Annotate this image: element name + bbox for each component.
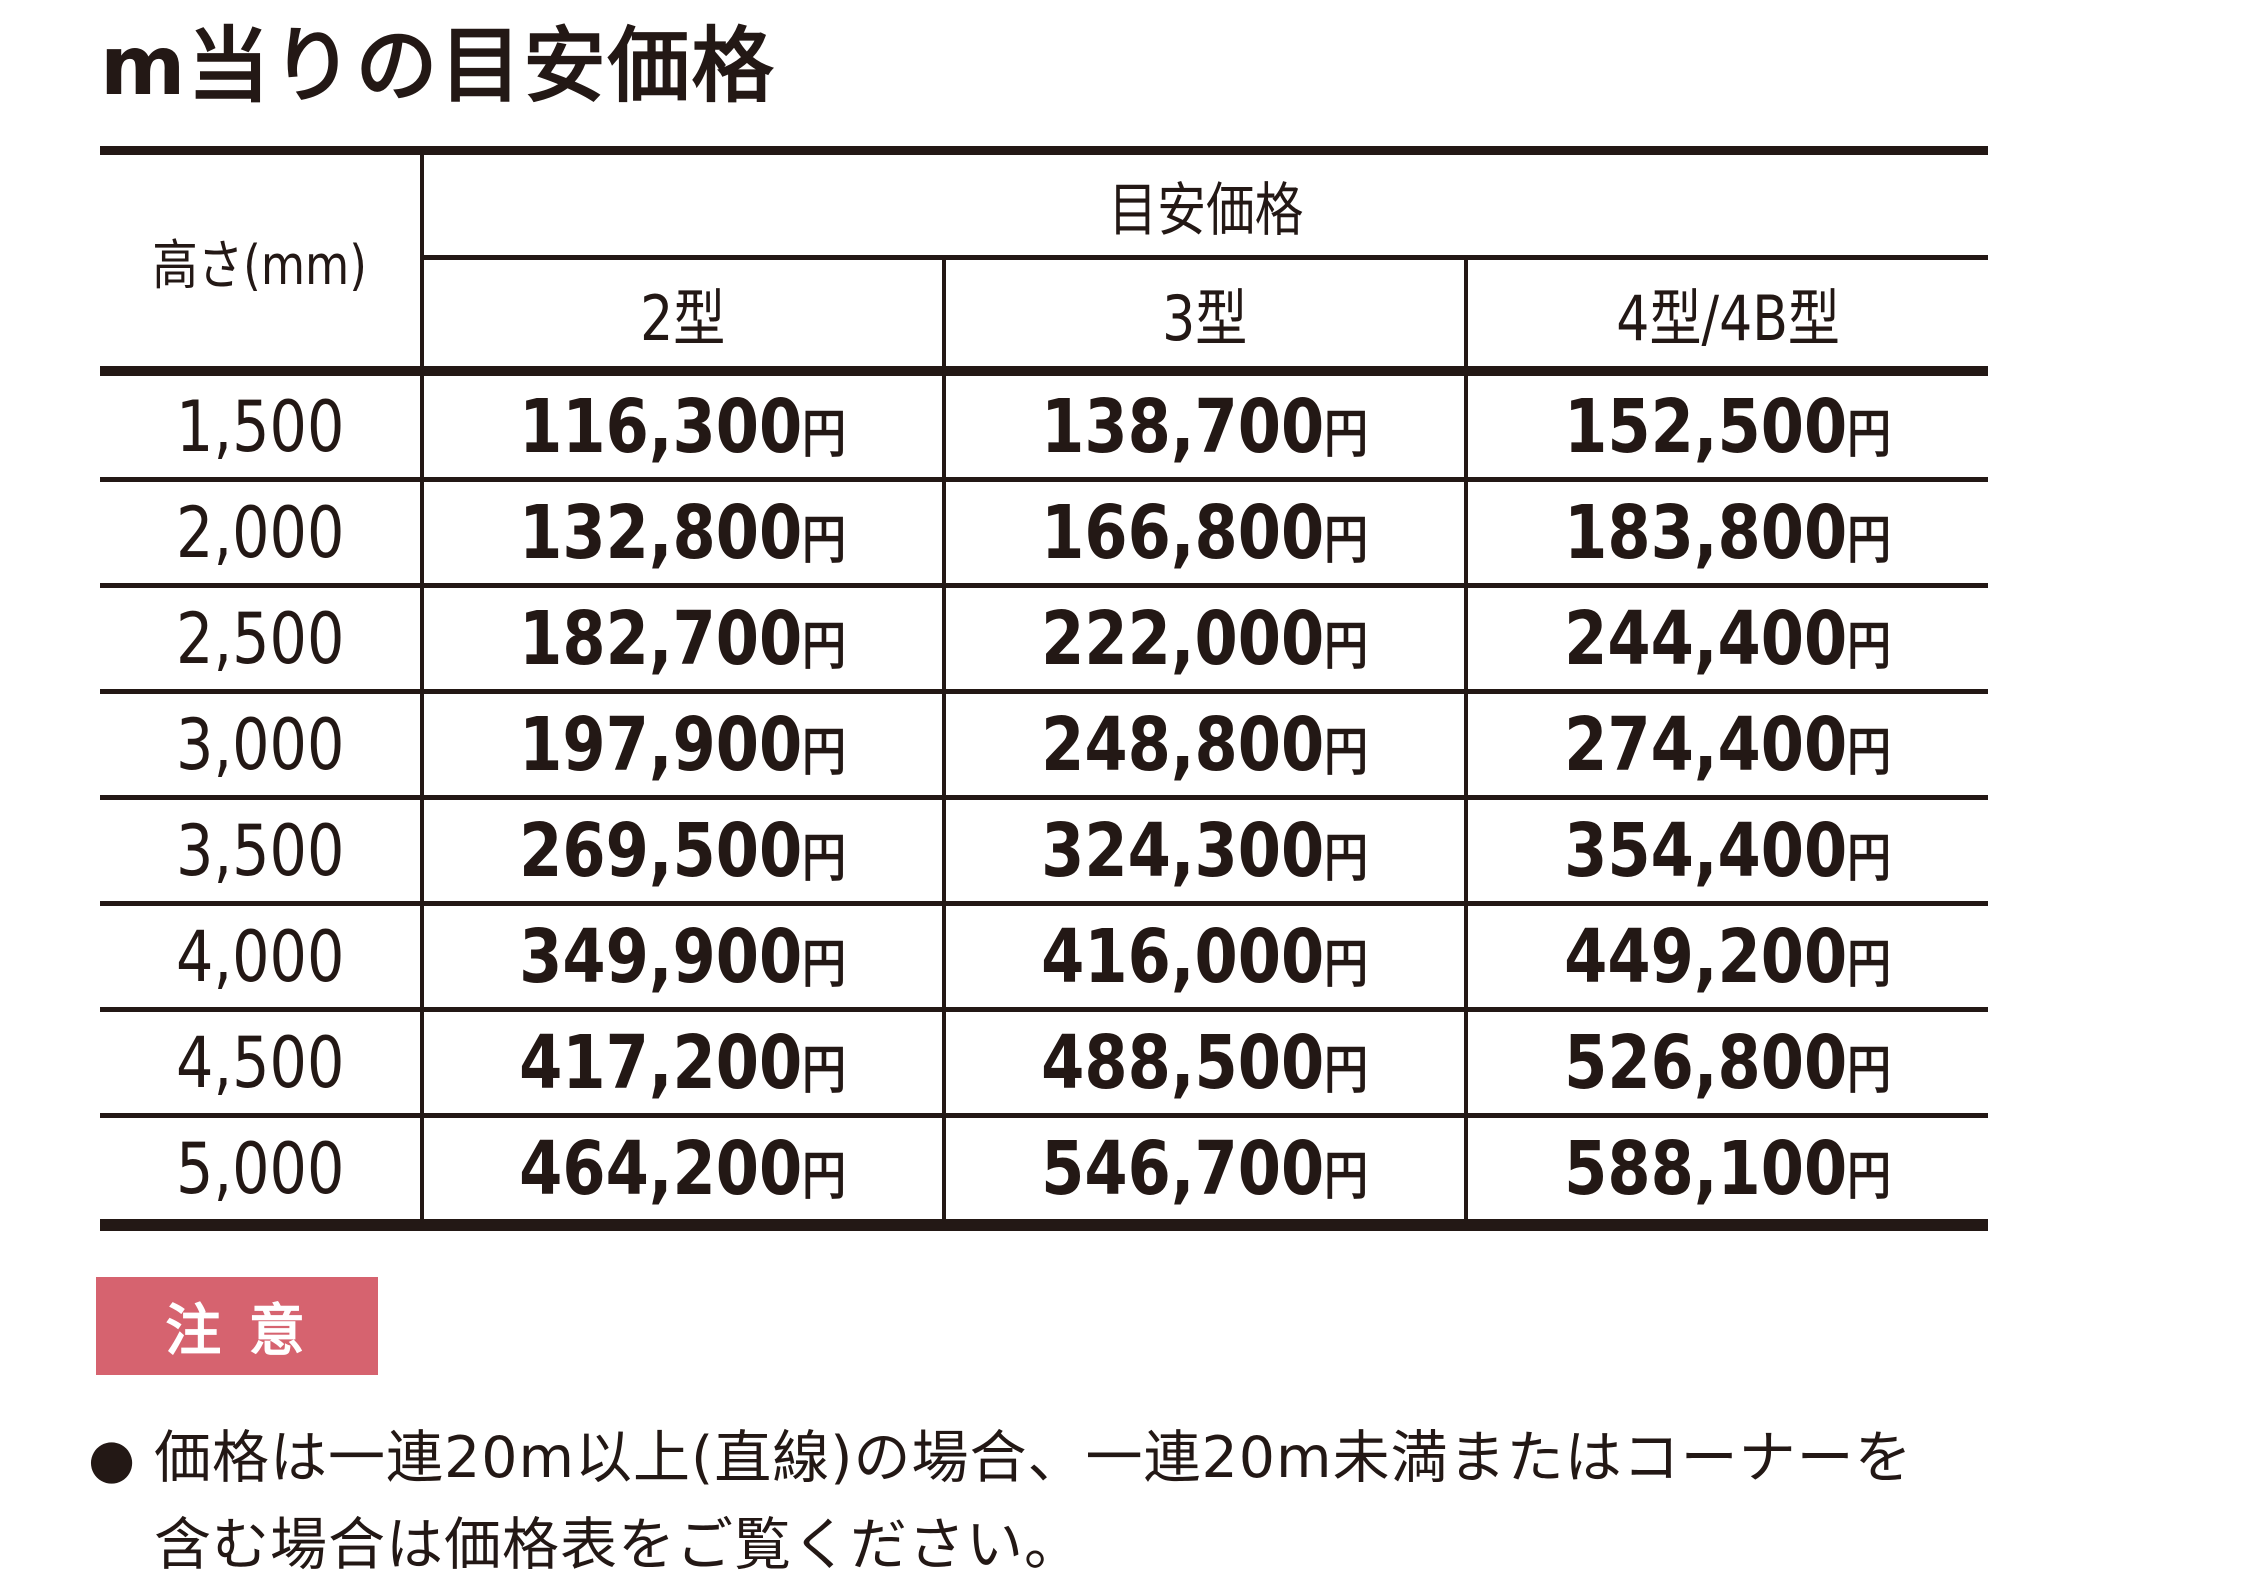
price-cell: 449,200円 <box>1464 903 1988 1013</box>
note-line-2: 含む場合は価格表をご覧ください。 <box>154 1511 1082 1578</box>
price-cell: 349,900円 <box>420 903 944 1013</box>
price-cell: 248,800円 <box>942 691 1466 801</box>
price-cell: 152,500円 <box>1464 371 1988 483</box>
yen-suffix: 円 <box>1324 828 1369 889</box>
header-row-columns: 2型 3型 4型/4B型 <box>100 257 1988 377</box>
yen-suffix: 円 <box>802 722 847 783</box>
table-row: 2,000 132,800円 166,800円 183,800円 <box>100 479 1988 589</box>
price-cell: 417,200円 <box>420 1009 944 1119</box>
column-header-type2: 2型 <box>422 257 944 377</box>
price-cell: 526,800円 <box>1464 1009 1988 1119</box>
caution-badge: 注 意 <box>96 1277 378 1376</box>
yen-suffix: 円 <box>802 510 847 571</box>
yen-suffix: 円 <box>802 616 847 677</box>
table-row: 3,000 197,900円 248,800円 274,400円 <box>100 691 1988 801</box>
yen-suffix: 円 <box>802 934 847 995</box>
price-cell: 182,700円 <box>420 585 944 695</box>
header-row-group: 高さ(mm) 目安価格 <box>100 150 1988 377</box>
yen-suffix: 円 <box>1847 934 1892 995</box>
table-row: 4,500 417,200円 488,500円 526,800円 <box>100 1009 1988 1119</box>
height-cell: 3,000 <box>100 691 422 801</box>
height-cell: 1,500 <box>100 371 422 483</box>
height-cell: 3,500 <box>100 797 422 907</box>
height-cell: 5,000 <box>100 1115 422 1228</box>
price-cell: 464,200円 <box>420 1115 944 1228</box>
yen-suffix: 円 <box>1324 510 1369 571</box>
group-header-cell: 目安価格 <box>422 150 1988 261</box>
price-cell: 244,400円 <box>1464 585 1988 695</box>
yen-suffix: 円 <box>1847 1146 1892 1207</box>
page-title: m当りの目安価格 <box>100 19 776 114</box>
price-cell: 197,900円 <box>420 691 944 801</box>
price-cell: 546,700円 <box>942 1115 1466 1228</box>
price-cell: 116,300円 <box>420 371 944 483</box>
price-cell: 222,000円 <box>942 585 1466 695</box>
yen-suffix: 円 <box>1324 1146 1369 1207</box>
price-cell: 269,500円 <box>420 797 944 907</box>
yen-suffix: 円 <box>1324 722 1369 783</box>
bullet-icon: ● <box>88 1427 137 1491</box>
price-cell: 183,800円 <box>1464 479 1988 589</box>
table-row: 4,000 349,900円 416,000円 449,200円 <box>100 903 1988 1013</box>
yen-suffix: 円 <box>1324 616 1369 677</box>
yen-suffix: 円 <box>802 1040 847 1101</box>
yen-suffix: 円 <box>802 828 847 889</box>
yen-suffix: 円 <box>802 1146 847 1207</box>
price-cell: 416,000円 <box>942 903 1466 1013</box>
price-table: 高さ(mm) 目安価格 2型 3型 4型/4B型 1,500 116,300円 … <box>100 146 1988 1232</box>
height-cell: 4,000 <box>100 903 422 1013</box>
column-header-type4-4b: 4型/4B型 <box>1464 257 1988 377</box>
yen-suffix: 円 <box>1847 722 1892 783</box>
yen-suffix: 円 <box>1847 510 1892 571</box>
table-row: 5,000 464,200円 546,700円 588,100円 <box>100 1115 1988 1228</box>
height-cell: 2,000 <box>100 479 422 589</box>
table-row: 1,500 116,300円 138,700円 152,500円 <box>100 371 1988 483</box>
height-cell: 4,500 <box>100 1009 422 1119</box>
table-row: 2,500 182,700円 222,000円 244,400円 <box>100 585 1988 695</box>
yen-suffix: 円 <box>1847 828 1892 889</box>
height-cell: 2,500 <box>100 585 422 695</box>
yen-suffix: 円 <box>1847 404 1892 465</box>
yen-suffix: 円 <box>1324 404 1369 465</box>
price-cell: 274,400円 <box>1464 691 1988 801</box>
yen-suffix: 円 <box>1324 1040 1369 1101</box>
note-text: ● 価格は一連20m以上(直線)の場合、一連20m未満またはコーナーを 含む場合は… <box>88 1415 2260 1588</box>
yen-suffix: 円 <box>1847 1040 1892 1101</box>
column-header-type3: 3型 <box>942 257 1466 377</box>
price-cell: 138,700円 <box>942 371 1466 483</box>
note-line-1: 価格は一連20m以上(直線)の場合、一連20m未満またはコーナーを <box>154 1425 1913 1492</box>
price-cell: 488,500円 <box>942 1009 1466 1119</box>
yen-suffix: 円 <box>1847 616 1892 677</box>
price-cell: 354,400円 <box>1464 797 1988 907</box>
caution-badge-label: 注 意 <box>165 1298 309 1364</box>
price-cell: 132,800円 <box>420 479 944 589</box>
yen-suffix: 円 <box>1324 934 1369 995</box>
price-cell: 588,100円 <box>1464 1115 1988 1228</box>
corner-header-cell: 高さ(mm) <box>100 150 424 377</box>
table-row: 3,500 269,500円 324,300円 354,400円 <box>100 797 1988 907</box>
price-cell: 166,800円 <box>942 479 1466 589</box>
price-cell: 324,300円 <box>942 797 1466 907</box>
yen-suffix: 円 <box>802 404 847 465</box>
